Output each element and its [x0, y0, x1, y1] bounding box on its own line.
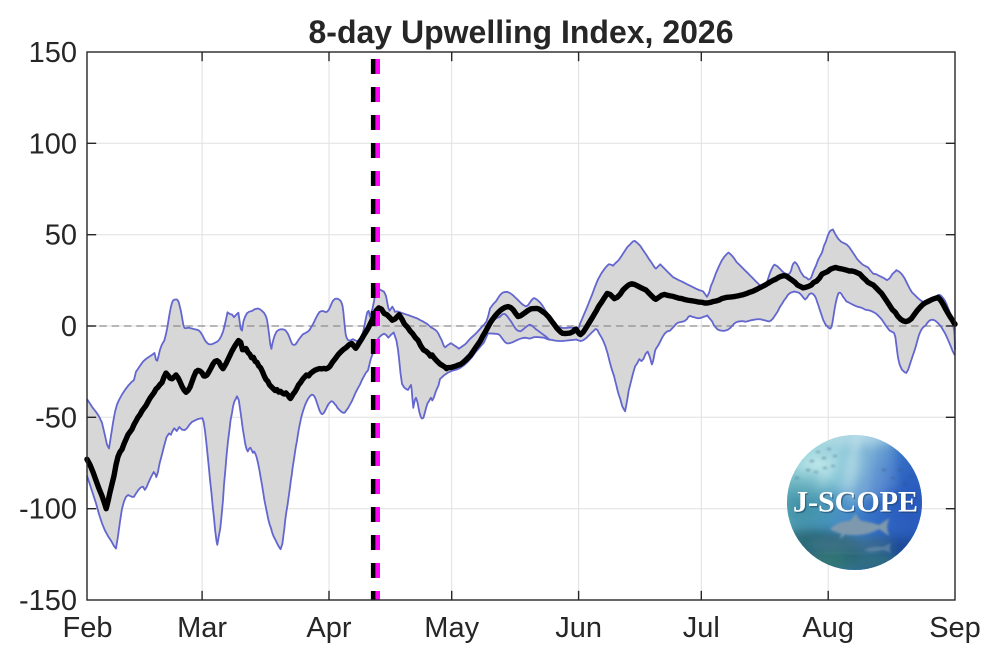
svg-text:0: 0	[61, 311, 77, 343]
svg-text:May: May	[424, 612, 479, 644]
svg-text:-100: -100	[19, 494, 77, 526]
svg-text:Jun: Jun	[555, 612, 602, 644]
svg-text:Jul: Jul	[683, 612, 720, 644]
svg-text:J-SCOPE: J-SCOPE	[794, 487, 919, 520]
svg-text:Sep: Sep	[929, 612, 981, 644]
svg-text:150: 150	[29, 37, 77, 69]
svg-text:50: 50	[45, 220, 77, 252]
svg-text:Apr: Apr	[306, 612, 351, 644]
svg-text:-150: -150	[19, 585, 77, 617]
svg-text:Mar: Mar	[177, 612, 227, 644]
svg-text:-50: -50	[35, 402, 77, 434]
svg-text:J-SCOPE: J-SCOPE	[793, 486, 918, 519]
svg-text:8-day Upwelling Index, 2026: 8-day Upwelling Index, 2026	[308, 14, 733, 50]
svg-text:Feb: Feb	[63, 612, 113, 644]
svg-text:100: 100	[29, 128, 77, 160]
svg-text:Aug: Aug	[802, 612, 854, 644]
